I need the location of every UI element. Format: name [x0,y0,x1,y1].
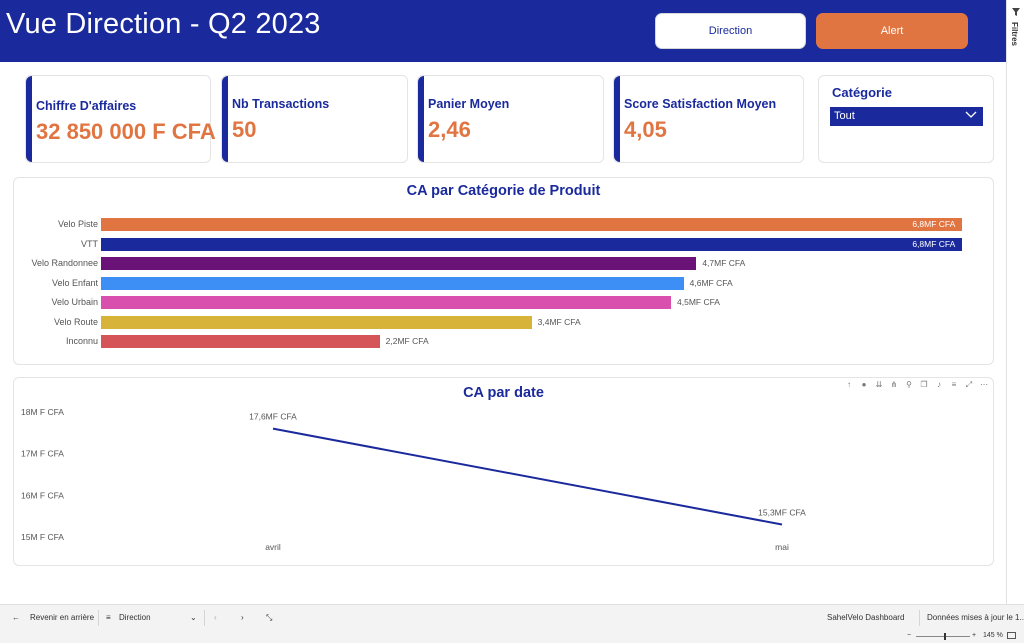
bar[interactable] [101,276,684,290]
page-title: Vue Direction - Q2 2023 [6,8,321,40]
filter-icon[interactable]: ≡ [951,380,957,389]
report-canvas: Vue Direction - Q2 2023 Direction Alert … [0,0,1006,604]
bar[interactable] [101,218,963,231]
previous-page-icon[interactable]: ‹ [214,613,217,622]
kpi-accent-bar [418,76,424,162]
line-data-label: 15,3MF CFA [758,508,806,518]
kpi-value: 32 850 000 F CFA [36,119,216,144]
category-dropdown[interactable]: Tout [830,107,983,126]
visual-toolbar: ↑ ● ⇊ ⋔ ⚲ ❐ ♪ ≡ ⤢ ⋯ [843,380,990,390]
pin-icon[interactable]: ⚲ [906,380,912,389]
x-tick-label: mai [775,542,789,552]
fit-to-page-icon[interactable] [1007,632,1016,639]
back-button[interactable]: Revenir en arrière [30,613,95,622]
zoom-in-button[interactable]: + [972,632,977,639]
bar-category-label: VTT [81,238,98,249]
kpi-value: 50 [232,117,257,142]
kpi-card-satisfaction[interactable]: Score Satisfaction Moyen 4,05 [613,75,804,163]
page-selector[interactable]: Direction [119,613,151,622]
kpi-label: Score Satisfaction Moyen [624,97,777,111]
focus-mode-icon[interactable]: ⤢ [965,380,973,389]
bar-category-label: Inconnu [65,336,98,346]
zoom-level: 145 % [983,632,1003,639]
more-options-icon[interactable]: ⋯ [980,380,988,389]
drill-mode-icon[interactable]: ● [861,380,867,389]
kpi-label: Nb Transactions [232,97,330,111]
bar-data-label: 4,6MF CFA [689,277,733,288]
kpi-value: 4,05 [624,117,667,142]
series-line[interactable] [272,427,783,526]
back-arrow-icon[interactable]: ← [12,613,20,622]
kpi-card-average-basket[interactable]: Panier Moyen 2,46 [417,75,604,163]
filter-pane-label: Filtres [1010,22,1019,47]
bar-category-label: Velo Piste [57,219,98,229]
drill-up-icon[interactable]: ↑ [847,380,851,389]
bottom-navigation-bar: ← Revenir en arrière ≡ Direction ⌄ ‹ › ⤡… [0,604,1024,630]
divider [204,610,205,626]
drill-down-icon[interactable]: ⇊ [875,380,883,389]
bar-category-label: Velo Urbain [51,297,98,307]
line-data-label: 17,6MF CFA [249,412,297,422]
bar[interactable] [101,335,380,348]
update-info: Données mises à jour le 1... [927,613,1024,622]
kpi-label: Panier Moyen [428,97,510,111]
x-tick-label: avril [265,542,281,552]
bar-data-label: 4,7MF CFA [702,258,746,268]
bar-data-label: 2,2MF CFA [385,336,429,346]
copy-icon[interactable]: ❐ [920,380,928,389]
bar-category-label: Velo Route [53,316,98,327]
line-chart-svg: 18M F CFA 17M F CFA 16M F CFA 15M F CFA 17,6… [21,407,806,552]
collapse-icon[interactable]: ⤡ [266,613,273,622]
zoom-slider-handle[interactable] [944,633,946,640]
kpi-accent-bar [614,76,620,162]
bar-data-label: 4,5MF CFA [677,297,720,307]
chart-title: CA par Catégorie de Produit [406,183,601,199]
bar-data-label: 6,8MF CFA [912,219,956,229]
y-tick-label: 17M F CFA [21,449,64,459]
status-bar: − + 145 % [0,630,1024,643]
kpi-accent-bar [26,76,32,162]
y-tick-label: 18M F CFA [21,407,64,417]
kpi-label: Chiffre D'affaires [36,99,137,113]
zoom-out-button[interactable]: − [907,632,912,639]
chart-title: CA par date [463,385,544,401]
bar-data-label: 3,4MF CFA [537,316,581,327]
category-slicer: Catégorie Tout [818,75,994,163]
chevron-down-icon [965,111,977,118]
zoom-slider[interactable] [916,636,970,637]
divider [919,610,920,626]
alert-button[interactable]: Alert [816,13,968,49]
y-tick-label: 16M F CFA [21,490,64,500]
header-banner: Vue Direction - Q2 2023 Direction Alert [0,0,1006,62]
next-page-icon[interactable]: › [241,613,244,622]
page-list-icon: ≡ [106,613,111,622]
kpi-accent-bar [222,76,228,162]
bar-chart-visual[interactable]: CA par Catégorie de Produit Velo Piste 6,… [13,177,994,365]
kpi-value: 2,46 [428,117,471,142]
report-name: SahelVelo Dashboard [827,613,905,622]
filter-pane[interactable]: Filtres [1006,0,1024,604]
y-tick-label: 15M F CFA [21,532,64,542]
bar-data-label: 6,8MF CFA [912,238,956,249]
bar[interactable] [101,296,671,309]
bar[interactable] [101,237,963,251]
bar-category-label: Velo Randonnee [31,258,98,268]
bar[interactable] [101,257,697,270]
bar-category-label: Velo Enfant [51,277,98,288]
dropdown-selected-value: Tout [834,110,855,122]
chevron-down-icon[interactable]: ⌄ [190,613,197,622]
kpi-card-revenue[interactable]: Chiffre D'affaires 32 850 000 F CFA [25,75,216,163]
divider [98,610,99,626]
slicer-title: Catégorie [832,85,892,100]
bar[interactable] [101,315,532,329]
alert-bell-icon[interactable]: ♪ [937,380,941,389]
direction-button[interactable]: Direction [655,13,806,49]
expand-hierarchy-icon[interactable]: ⋔ [890,380,898,389]
filter-icon [1012,8,1020,16]
kpi-card-transactions[interactable]: Nb Transactions 50 [221,75,408,163]
